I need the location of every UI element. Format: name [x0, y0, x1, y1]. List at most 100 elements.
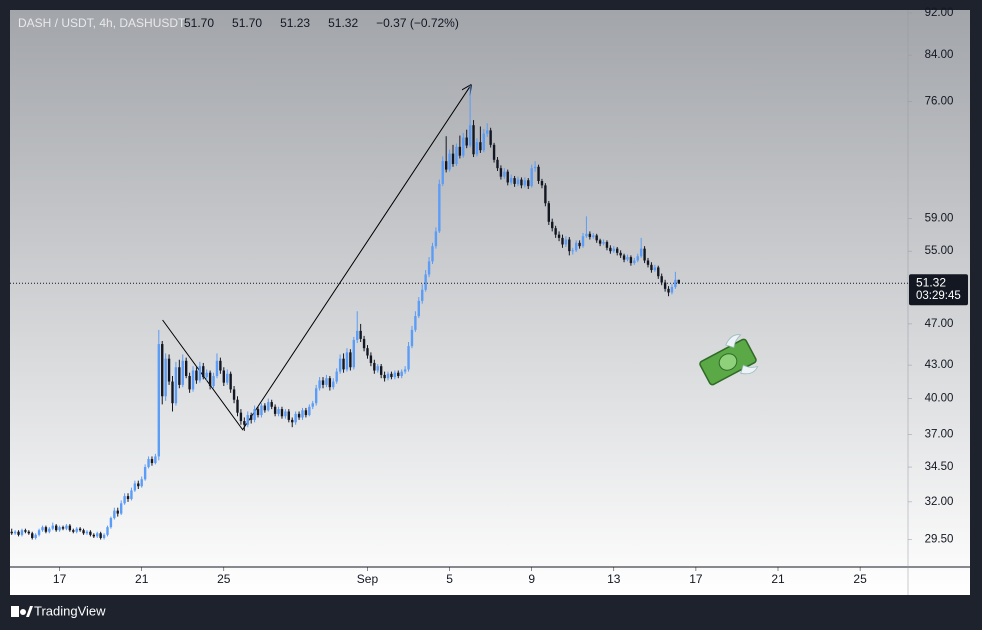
candle-body — [51, 525, 54, 529]
candle-body — [17, 531, 20, 535]
candle-body — [482, 133, 485, 151]
candle-body — [246, 415, 249, 425]
candle-body — [622, 255, 626, 260]
candle-body — [167, 358, 171, 382]
candle-body — [639, 248, 643, 257]
candle-body — [612, 248, 615, 252]
candle-body — [472, 125, 475, 155]
candle-body — [574, 242, 578, 251]
y-tick-label: 32.00 — [925, 496, 954, 508]
candle-body — [592, 235, 595, 238]
candle-body — [431, 246, 434, 262]
candle-body — [75, 528, 78, 532]
candle-body — [667, 288, 670, 293]
candle-body — [383, 374, 386, 379]
candle-body — [400, 371, 403, 376]
candle-body — [369, 355, 373, 363]
candle-body — [660, 276, 663, 283]
candle-body — [674, 279, 677, 288]
candle-body — [37, 530, 41, 535]
price-label-box — [909, 274, 968, 306]
symbol-title: DASH / USDT, 4h, DASHUSDT — [18, 16, 186, 30]
candle-body — [126, 496, 130, 499]
candle-body — [509, 178, 513, 183]
candle-body — [54, 525, 58, 531]
x-tick-label: Sep — [357, 572, 379, 586]
candle-body — [373, 362, 376, 371]
candle-body — [345, 352, 349, 370]
candle-body — [291, 419, 294, 423]
candle-body — [427, 261, 431, 275]
candle-body — [171, 381, 174, 404]
candle-body — [496, 159, 499, 169]
legend-header: DASH / USDT, 4h, DASHUSDT 51.70 51.70 51.2… — [18, 16, 459, 30]
candle-body — [174, 367, 178, 404]
y-tick-label: 29.50 — [925, 534, 954, 546]
x-tick-label: 21 — [771, 572, 785, 586]
candle-body — [516, 179, 520, 184]
candle-body — [332, 381, 335, 388]
x-tick-label: 25 — [217, 572, 231, 586]
candle-body — [338, 358, 342, 372]
candle-body — [106, 527, 109, 535]
candle-body — [188, 375, 191, 390]
candle-body — [157, 344, 161, 457]
y-tick-label: 47.00 — [925, 318, 954, 330]
candle-body — [434, 231, 438, 247]
candle-body — [277, 409, 280, 414]
candle-body — [448, 153, 451, 170]
trend-drawing — [162, 85, 471, 431]
header-value: 51.32 — [328, 16, 358, 30]
candle-body — [44, 527, 48, 532]
candle-body — [465, 137, 468, 146]
candle-body — [119, 503, 123, 514]
candle-body — [27, 531, 31, 534]
candle-body — [554, 228, 557, 235]
header-value: 51.23 — [280, 16, 310, 30]
candle-body — [202, 366, 205, 378]
candle-body — [150, 459, 154, 464]
candle-body — [379, 366, 383, 375]
candle-body — [137, 483, 140, 487]
x-tick-label: 17 — [689, 572, 703, 586]
y-tick-label: 37.00 — [925, 429, 954, 441]
candle-body — [212, 375, 215, 387]
candle-body — [301, 410, 304, 418]
candle-body — [92, 534, 96, 537]
candle-body — [650, 264, 653, 271]
candle-body — [629, 257, 633, 264]
x-tick-label: 5 — [446, 572, 453, 586]
candle-body — [657, 267, 660, 277]
candle-body — [198, 366, 202, 381]
candle-body — [143, 467, 147, 480]
candle-body — [65, 525, 68, 529]
candle-body — [308, 406, 311, 416]
candle-body — [537, 166, 540, 182]
candle-body — [280, 409, 284, 417]
candle-body — [530, 168, 533, 187]
y-tick-label: 76.00 — [925, 95, 954, 107]
candle-body — [352, 339, 356, 368]
candle-body — [208, 372, 212, 387]
money-icon — [699, 334, 759, 386]
x-tick-label: 17 — [53, 572, 67, 586]
candle-body — [362, 338, 366, 349]
candle-body — [462, 137, 465, 156]
candle-body — [253, 409, 256, 420]
candle-body — [444, 161, 448, 170]
candle-body — [475, 142, 479, 155]
candle-body — [13, 531, 17, 534]
candle-body — [455, 146, 458, 164]
candle-body — [297, 413, 301, 418]
y-tick-label: 84.00 — [925, 49, 954, 61]
candle-body — [236, 399, 239, 413]
candle-body — [410, 329, 414, 347]
candle-body — [568, 239, 571, 252]
candle-body — [489, 130, 492, 145]
candle-body — [48, 528, 51, 532]
candle-body — [130, 490, 133, 499]
candle-body — [386, 373, 390, 379]
candle-body — [438, 183, 441, 232]
header-value: 51.70 — [232, 16, 262, 30]
